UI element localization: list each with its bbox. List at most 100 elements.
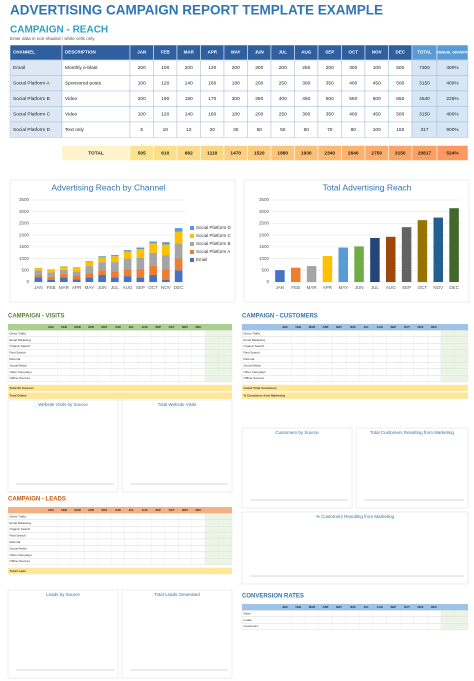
column-header: DEC	[431, 605, 437, 609]
bar-segment	[72, 279, 81, 282]
x-tick-label: NOV	[433, 285, 443, 290]
cell-text: 180	[232, 112, 240, 118]
bar	[417, 220, 428, 282]
cell-text: 180	[232, 81, 240, 87]
bar-segment	[98, 274, 106, 282]
cell-text: 60	[304, 127, 310, 133]
column-header: FEB	[61, 508, 67, 512]
column-header: APR	[88, 508, 94, 512]
cell-text: 250	[279, 112, 287, 118]
cell-text: 170	[208, 96, 216, 102]
total-cell	[205, 368, 232, 376]
cell-text: Social Platform A	[13, 81, 50, 87]
total-text: 505	[138, 150, 146, 156]
cell-text: 70	[327, 127, 333, 133]
cell-text: 450	[373, 81, 381, 87]
cell-text: 450	[302, 96, 310, 102]
table-row	[7, 343, 233, 350]
chart-frame	[121, 589, 233, 679]
table-row	[241, 349, 469, 357]
total-row	[8, 567, 232, 575]
row-label: Email Marketing	[10, 338, 32, 342]
column-header: NOV	[417, 605, 423, 609]
y-tick-label: 3000	[259, 209, 270, 214]
table-row	[7, 551, 233, 559]
cell-text: 200	[326, 65, 334, 71]
bar-segment	[85, 261, 94, 267]
column-header: MAY	[101, 325, 107, 329]
y-tick-label: 2500	[259, 221, 270, 226]
total-text: 2750	[371, 150, 382, 156]
table-row	[241, 330, 469, 337]
x-tick-label: OCT	[148, 285, 158, 290]
cell-text: Social Platform D	[13, 127, 51, 133]
x-tick-label: DEC	[174, 285, 184, 290]
x-tick-label: DEC	[449, 285, 459, 290]
column-header: SEP	[155, 325, 161, 329]
column-header: AUG	[377, 605, 383, 609]
total-cell	[440, 375, 468, 382]
cell-text: 350	[326, 81, 334, 87]
cell-text: Email	[13, 65, 25, 71]
bar-segment	[111, 255, 119, 257]
x-tick-label: JUN	[355, 285, 364, 290]
row-label: Direct Traffic	[244, 331, 261, 335]
y-tick-label: 2000	[259, 232, 270, 237]
column-header: NOV	[182, 508, 188, 512]
row-label: Referral	[244, 357, 255, 361]
total-row	[8, 392, 232, 399]
column-header: FEB	[296, 605, 302, 609]
total-cell	[205, 519, 232, 527]
cell-text: 350	[326, 112, 334, 118]
total-cell	[440, 616, 468, 624]
legend-label: Social Platform B	[196, 241, 231, 246]
total-text: 524%	[446, 150, 459, 156]
column-header: NOV	[182, 325, 188, 329]
bar-segment	[174, 228, 183, 232]
cell-text: Sponsored posts	[65, 81, 102, 87]
cell-text: 350	[255, 96, 263, 102]
bar-segment	[162, 244, 170, 256]
total-cell	[440, 343, 468, 350]
bar-segment	[123, 258, 132, 270]
row-label: Paid Search	[10, 534, 27, 538]
bar-segment	[149, 252, 157, 266]
cell-text: 650	[396, 96, 404, 102]
cell-text: Social Platform B	[13, 96, 50, 102]
row-label: Direct Traffic	[10, 331, 27, 335]
total-text: 1520	[254, 150, 265, 156]
chart-title: Leads by Source	[46, 592, 80, 597]
table-row	[7, 545, 233, 552]
bar-segment	[34, 274, 43, 278]
cell-text: 400%	[446, 65, 459, 71]
bar-segment	[149, 243, 157, 253]
bar	[401, 227, 412, 282]
total-cell	[440, 349, 468, 356]
cell-text: 550	[349, 96, 357, 102]
column-header: DEC	[195, 508, 201, 512]
column-header: MAR	[309, 605, 315, 609]
x-tick-label: APR	[323, 285, 333, 290]
column-header: JUN	[115, 325, 121, 329]
table-header	[8, 324, 232, 331]
column-header: AUG	[142, 325, 148, 329]
total-cell	[205, 526, 232, 533]
table-row	[241, 355, 469, 363]
row-label: Social Media	[10, 363, 28, 367]
table-row	[7, 513, 233, 520]
row-label: Offline Sources	[10, 376, 31, 380]
row-label: Referral	[10, 357, 21, 361]
bar-segment	[85, 266, 94, 274]
bar-segment	[85, 261, 94, 262]
column-header: AUG	[301, 50, 311, 55]
total-text: 2340	[324, 150, 335, 156]
cell-text: 100	[161, 65, 169, 71]
cell-text: 7300	[419, 65, 430, 71]
row-label: Paid Search	[10, 351, 27, 355]
y-tick-label: 2500	[19, 221, 30, 226]
cell-text: 100	[138, 81, 146, 87]
cell-text: 200	[255, 112, 263, 118]
column-header: JUN	[350, 325, 356, 329]
x-tick-label: MAR	[59, 285, 70, 290]
total-text: 1110	[207, 150, 217, 156]
